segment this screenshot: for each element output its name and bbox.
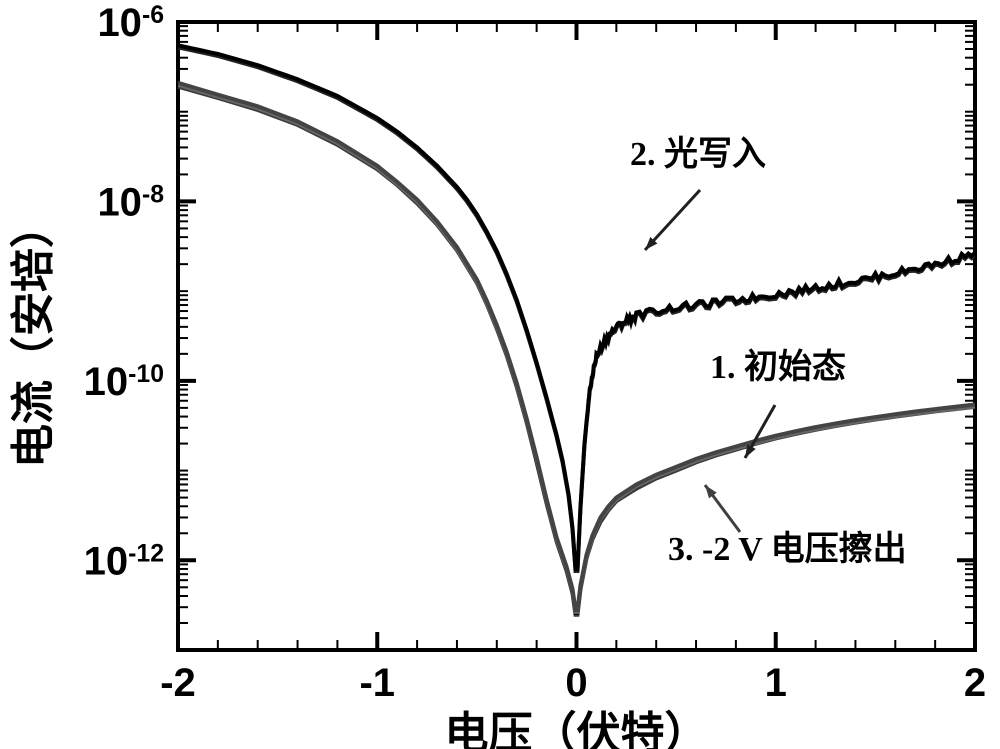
x-tick-label: -1 bbox=[359, 661, 395, 705]
y-axis-title: 电流（安培） bbox=[9, 204, 58, 468]
label_erase: 3. -2 V 电压擦出 bbox=[668, 530, 907, 568]
x-axis-title: 电压（伏特） bbox=[445, 709, 709, 749]
label_write: 2. 光写入 bbox=[630, 135, 766, 173]
iv-curve-chart: -2-101210-1210-1010-810-62. 光写入1. 初始态3. … bbox=[0, 0, 1000, 749]
x-tick-label: -2 bbox=[160, 661, 196, 705]
label_initial: 1. 初始态 bbox=[710, 348, 846, 386]
chart-svg: -2-101210-1210-1010-810-62. 光写入1. 初始态3. … bbox=[0, 0, 1000, 749]
x-tick-label: 1 bbox=[765, 661, 787, 705]
x-tick-label: 2 bbox=[964, 661, 986, 705]
x-tick-label: 0 bbox=[565, 661, 587, 705]
